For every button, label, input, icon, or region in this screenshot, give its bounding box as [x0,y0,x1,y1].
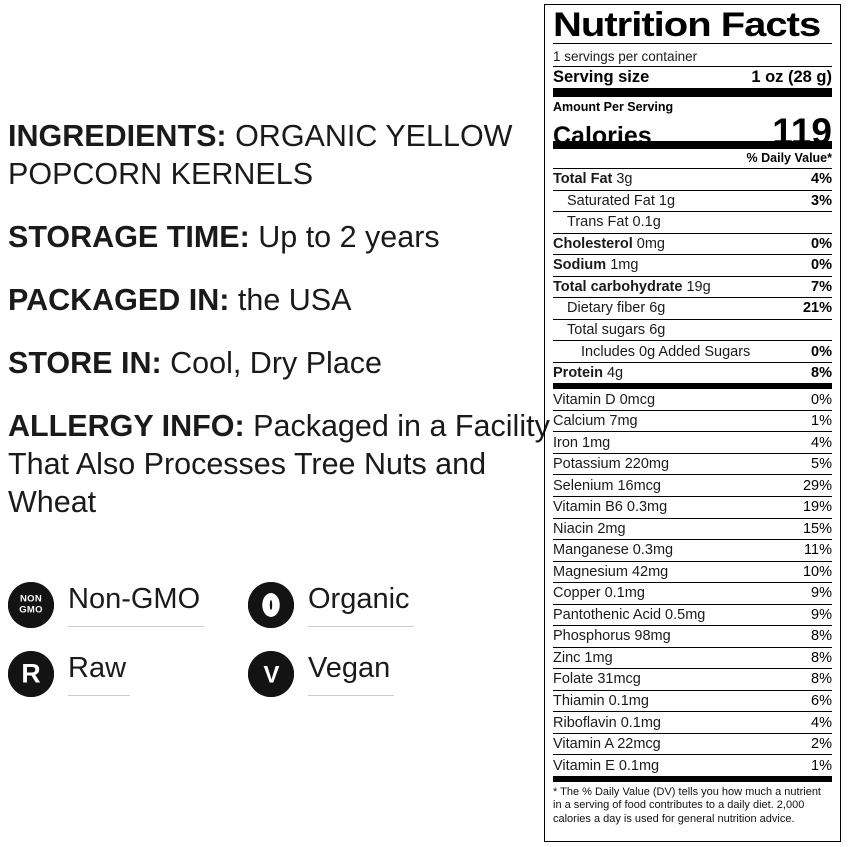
svg-text:V: V [263,661,279,688]
svg-text:R: R [21,658,40,688]
